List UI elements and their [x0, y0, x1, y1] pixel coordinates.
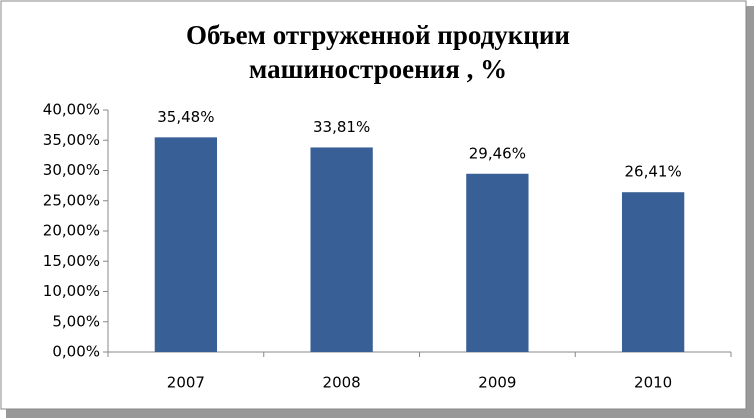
- x-tick-label: 2010: [634, 374, 672, 392]
- y-tick-label: 25,00%: [43, 191, 100, 209]
- bar: [466, 173, 529, 352]
- y-tick-label: 5,00%: [52, 312, 100, 330]
- y-tick-label: 0,00%: [52, 343, 100, 361]
- bar: [621, 192, 685, 352]
- bar: [154, 137, 218, 352]
- x-tick-label: 2008: [323, 374, 361, 392]
- chart-frame: [0, 0, 747, 410]
- y-tick-label: 15,00%: [43, 252, 100, 270]
- value-label: 33,81%: [313, 118, 370, 136]
- value-label: 35,48%: [157, 108, 214, 126]
- chart-title: Объем отгруженной продукции: [186, 20, 570, 50]
- x-tick-label: 2009: [478, 374, 516, 392]
- y-tick-label: 20,00%: [43, 222, 100, 240]
- x-tick-label: 2007: [167, 374, 205, 392]
- bar: [310, 147, 373, 352]
- y-tick-label: 10,00%: [43, 282, 100, 300]
- value-label: 26,41%: [625, 163, 682, 181]
- chart-title: машиностроения , %: [249, 54, 507, 84]
- y-tick-label: 40,00%: [43, 101, 100, 119]
- y-tick-label: 35,00%: [43, 131, 100, 149]
- value-label: 29,46%: [469, 144, 526, 162]
- y-tick-label: 30,00%: [43, 161, 100, 179]
